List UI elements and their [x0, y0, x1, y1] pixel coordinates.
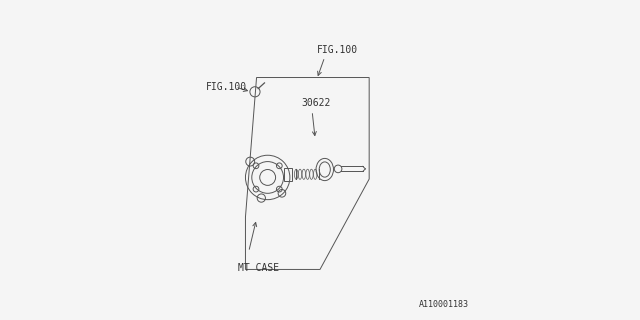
Bar — [284, 168, 292, 180]
Text: 30622: 30622 — [301, 98, 330, 108]
Text: FIG.100: FIG.100 — [206, 82, 247, 92]
Text: A110001183: A110001183 — [419, 300, 469, 309]
Text: MT CASE: MT CASE — [237, 263, 278, 273]
Text: FIG.100: FIG.100 — [317, 45, 358, 55]
